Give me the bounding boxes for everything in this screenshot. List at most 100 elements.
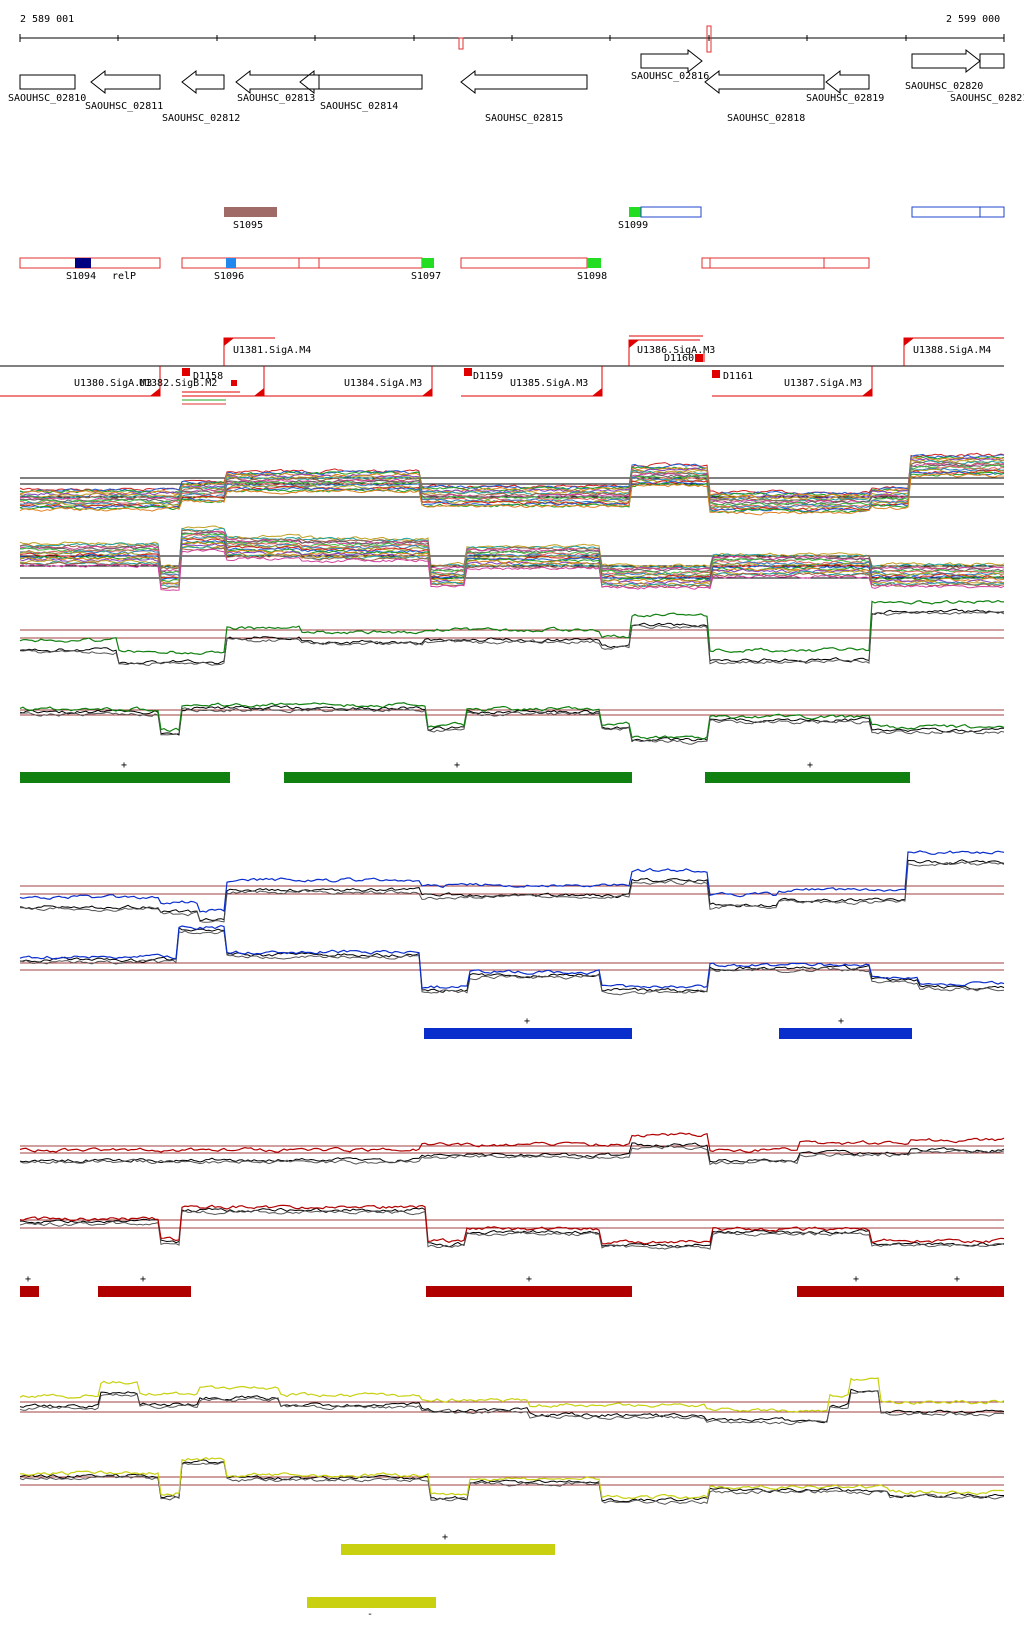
promoter-label: U1387.SigA.M3 [784, 378, 862, 389]
segment-label: S1095 [233, 220, 263, 231]
tss-marker[interactable] [695, 354, 703, 362]
sample-trace [19, 539, 1005, 581]
gene-label: SAOUHSC_02810 [8, 93, 86, 104]
segment-block[interactable] [587, 258, 601, 268]
condition-trace [19, 1204, 1005, 1245]
tss-marker[interactable] [464, 368, 472, 376]
promoter-label: U1381.SigA.M4 [233, 345, 311, 356]
sample-trace [19, 467, 1005, 509]
sample-trace [19, 461, 1005, 503]
segment-outline[interactable] [298, 257, 320, 269]
gene-arrow[interactable]: SAOUHSC_02820 [905, 48, 983, 92]
sample-trace [19, 456, 1005, 499]
segment-label: S1097 [411, 271, 441, 282]
condition-trace [19, 702, 1005, 740]
strand-sign: + [140, 1274, 146, 1285]
gene-arrow[interactable]: SAOUHSC_02816 [631, 48, 709, 82]
control-trace [19, 1142, 1005, 1164]
condition-trace [19, 1132, 1005, 1154]
segment-label: relP [112, 271, 136, 282]
strand-sign: + [121, 760, 127, 771]
gene-label: SAOUHSC_02812 [162, 113, 240, 124]
segment-outline[interactable] [181, 257, 300, 269]
segment-outline[interactable] [318, 257, 423, 269]
segment-outline[interactable] [709, 257, 825, 269]
promoter-label: U1384.SigA.M3 [344, 378, 422, 389]
condition-trace [19, 1377, 1005, 1413]
control-trace [19, 861, 1005, 923]
multi-sample-expression-track [19, 452, 1005, 591]
sample-trace [19, 473, 1005, 516]
tss-marker[interactable] [182, 368, 190, 376]
strand-sign: + [807, 760, 813, 771]
segment-outline[interactable] [460, 257, 588, 269]
segment-block[interactable] [226, 258, 236, 268]
strand-sign: + [853, 1274, 859, 1285]
segment-block[interactable] [75, 258, 91, 268]
segment-bar[interactable] [424, 1028, 632, 1039]
segment-bar[interactable] [98, 1286, 191, 1297]
segment-bar[interactable] [705, 772, 910, 783]
sample-trace [20, 546, 1005, 588]
segment-bar[interactable] [307, 1597, 436, 1608]
promoter-label: D1159 [473, 371, 503, 382]
segment-bar[interactable] [779, 1028, 912, 1039]
segment-track: S1095 S1099 S1094 relP S1096 S1097 S1098 [19, 206, 1005, 282]
control-trace [19, 1390, 1005, 1426]
control-trace [19, 927, 1005, 993]
control-trace [19, 610, 1005, 667]
promoter-label: U1386.SigA.M3 [637, 345, 715, 356]
strand-sign: + [524, 1016, 530, 1027]
strand-sign: + [442, 1532, 448, 1543]
promoter-label: U1385.SigA.M3 [510, 378, 588, 389]
segment-outline[interactable] [640, 206, 702, 218]
gene-arrow[interactable]: SAOUHSC_02811 [85, 69, 163, 112]
segment-label: S1098 [577, 271, 607, 282]
gene-arrow[interactable]: SAOUHSC_02813 [235, 69, 320, 104]
condition-expression-tracks [19, 599, 1005, 1505]
sample-trace [19, 453, 1005, 497]
condition-track [19, 1377, 1005, 1505]
control-trace [19, 859, 1005, 922]
segment-outline[interactable] [911, 206, 981, 218]
gene-arrow[interactable]: SAOUHSC_02815 [460, 69, 588, 124]
gene-arrow[interactable]: SAOUHSC_02812 [162, 69, 240, 124]
control-trace [19, 608, 1005, 665]
segment-bar[interactable] [341, 1544, 555, 1555]
gene-arrow[interactable]: SAOUHSC_02814 [299, 69, 423, 112]
tss-marker[interactable] [712, 370, 720, 378]
segment-block[interactable] [422, 258, 434, 268]
ruler-marker [458, 37, 464, 50]
gene-arrow[interactable]: SAOUHSC_02810 [8, 74, 86, 104]
segment-block[interactable] [629, 207, 641, 217]
segment-block[interactable] [224, 207, 277, 217]
segment-bar[interactable] [20, 1286, 39, 1297]
promoter-label: U1382.SigB.M2 [139, 378, 217, 389]
ruler-marker [706, 25, 712, 53]
segment-label: S1094 [66, 271, 96, 282]
promoter-label: U1388.SigA.M4 [913, 345, 991, 356]
condition-track [19, 850, 1005, 996]
segment-bar[interactable] [797, 1286, 1004, 1297]
ruler-start-label: 2 589 001 [20, 14, 74, 25]
segment-outline[interactable] [823, 257, 870, 269]
control-trace [19, 1209, 1005, 1250]
ruler-end-label: 2 599 000 [946, 14, 1000, 25]
sample-trace [19, 532, 1005, 575]
gene-arrow[interactable]: SAOUHSC_02819 [806, 69, 884, 104]
tss-marker[interactable] [231, 380, 237, 386]
condition-track [19, 1132, 1005, 1250]
segment-bar[interactable] [426, 1286, 632, 1297]
segment-bar[interactable] [284, 772, 632, 783]
gene-arrow[interactable]: SAOUHSC_02818 [704, 69, 825, 124]
promoter-track: U1381.SigA.M4 U1386.SigA.M3 U1388.SigA.M… [0, 335, 1004, 405]
sample-trace [19, 546, 1005, 590]
gene-label: SAOUHSC_02814 [320, 101, 398, 112]
gene-arrow[interactable]: SAOUHSC_02821 [950, 53, 1024, 104]
segment-outline[interactable] [979, 206, 1005, 218]
segment-bar[interactable] [20, 772, 230, 783]
condition-trace [19, 850, 1005, 913]
control-trace [19, 707, 1005, 745]
segment-outline[interactable] [701, 257, 711, 269]
